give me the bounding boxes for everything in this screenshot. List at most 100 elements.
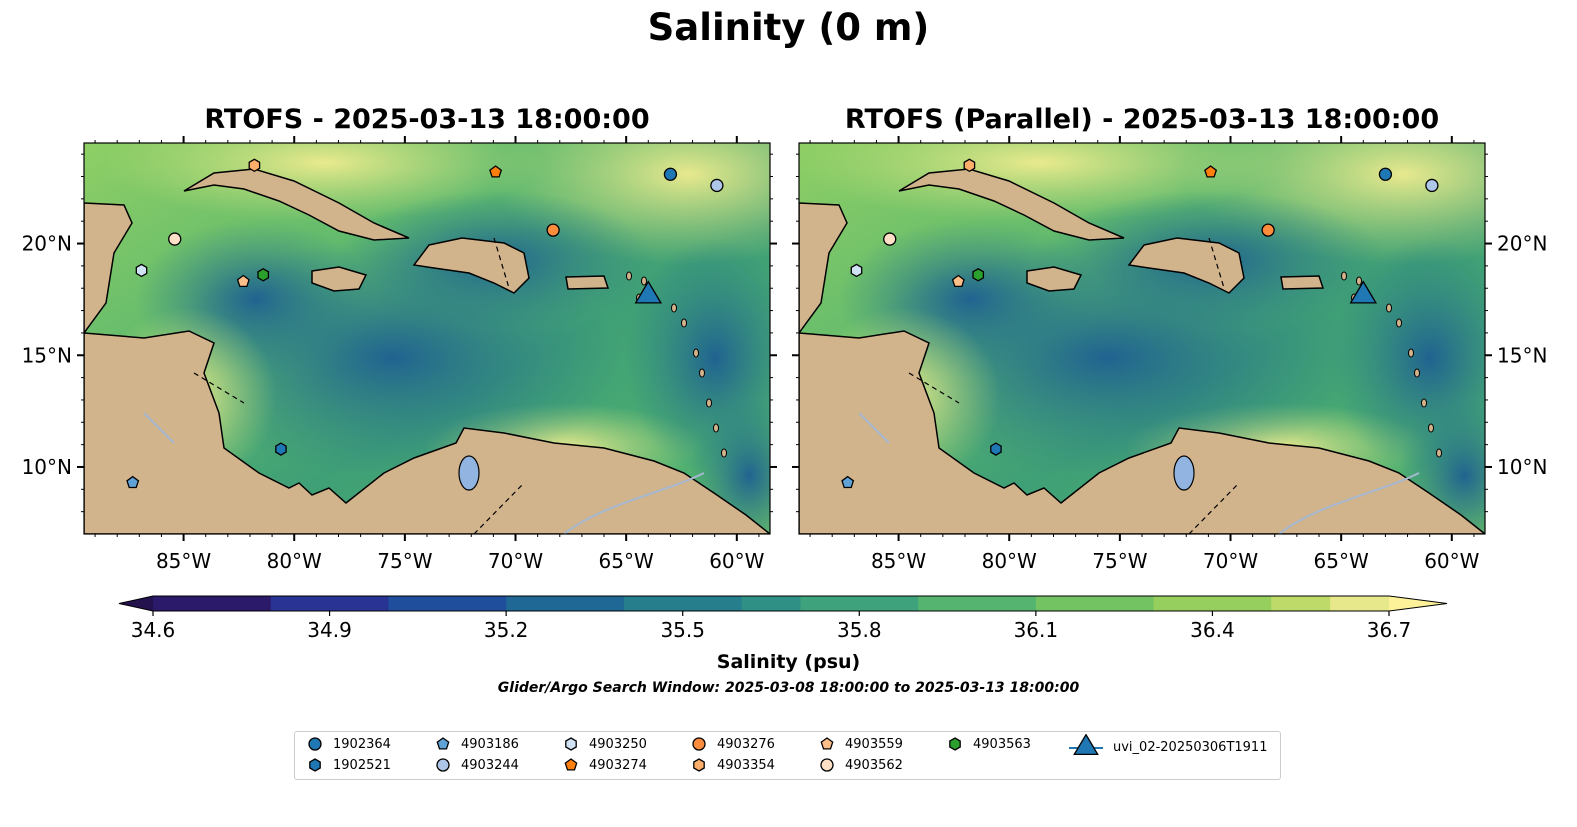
- platform-marker-4903186: [126, 475, 140, 489]
- land-shape: [799, 330, 1485, 534]
- land-shape: [412, 237, 530, 294]
- lat-tick-label: 15°N: [1497, 343, 1547, 367]
- lon-tick-label: 80°W: [982, 549, 1037, 573]
- legend-label: 1902521: [333, 757, 391, 773]
- colorbar: 34.6 34.9 35.2 35.5 35.8 36.1 36.4 36.7: [118, 595, 1448, 642]
- legend-marker-icon: [436, 737, 450, 750]
- land-shape: [311, 266, 368, 292]
- map-panel-right: 85°W 80°W 75°W 70°W 65°W 60°W 20°N 15°N 10°N: [792, 136, 1547, 573]
- land-shape: [1280, 275, 1325, 290]
- lon-tick-label: 85°W: [156, 549, 211, 573]
- land-shape: [84, 330, 770, 534]
- platform-marker-1902521: [275, 442, 287, 456]
- platform-marker-4903354: [248, 158, 261, 173]
- legend-item: 1902364: [307, 736, 391, 752]
- legend-marker-icon: [949, 737, 961, 751]
- platform-marker-4903563: [972, 268, 985, 282]
- legend-item: 4903562: [819, 757, 903, 773]
- land-shape: [84, 202, 133, 335]
- platform-marker-4903562: [883, 232, 897, 246]
- legend: 1902364 1902521 4903186 4903244 4903250 49032…: [294, 731, 1281, 780]
- colorbar-tick-label: 36.1: [1014, 618, 1059, 642]
- legend-item: 4903244: [435, 757, 519, 773]
- legend-marker-icon: [692, 737, 706, 751]
- land-shape: [1127, 237, 1245, 294]
- panel-title-left: RTOFS - 2025-03-13 18:00:00: [204, 104, 650, 135]
- legend-marker-icon: [1073, 734, 1099, 756]
- legend-label: 1902364: [333, 736, 391, 752]
- legend-label: 4903559: [845, 736, 903, 752]
- legend-marker-icon: [820, 737, 834, 750]
- land-shape: [799, 202, 848, 335]
- figure-title: Salinity (0 m): [647, 6, 930, 49]
- platform-marker-4903274: [1204, 165, 1218, 178]
- platform-marker-1902521: [990, 442, 1002, 456]
- platform-marker-4903559: [236, 274, 250, 288]
- land-shape: [1026, 266, 1083, 292]
- search-window-note: Glider/Argo Search Window: 2025-03-08 18…: [497, 680, 1080, 696]
- land-shape: [565, 275, 610, 290]
- lon-tick-label: 60°W: [1424, 549, 1479, 573]
- platform-marker-4903559: [951, 274, 965, 288]
- legend-label: 4903186: [461, 736, 519, 752]
- legend-item: 4903559: [819, 736, 903, 752]
- platform-marker-1902364: [663, 167, 678, 181]
- lon-tick-label: 85°W: [871, 549, 926, 573]
- colorbar-label: Salinity (psu): [716, 651, 861, 673]
- platform-marker-4903563: [257, 268, 270, 282]
- legend-item: 4903276: [691, 736, 775, 752]
- lon-tick-label: 75°W: [377, 549, 432, 573]
- legend-label: 4903354: [717, 757, 775, 773]
- land-shape: [898, 168, 1125, 241]
- panel-title-right: RTOFS (Parallel) - 2025-03-13 18:00:00: [844, 104, 1440, 135]
- legend-marker-icon: [565, 737, 577, 751]
- colorbar-tick-label: 35.8: [837, 618, 882, 642]
- platform-marker-4903250: [135, 263, 148, 278]
- legend-marker-icon: [820, 758, 834, 772]
- lon-tick-label: 60°W: [709, 549, 764, 573]
- lat-tick-label: 15°N: [22, 343, 72, 367]
- colorbar-tick-label: 35.2: [484, 618, 529, 642]
- colorbar-tick-label: 35.5: [660, 618, 705, 642]
- lon-tick-label: 65°W: [599, 549, 654, 573]
- platform-marker-4903562: [168, 232, 182, 246]
- map-panel-left: 85°W 80°W 75°W 70°W 65°W 60°W 20°N 15°N 10°N: [22, 136, 777, 573]
- colorbar-tick-label: 36.4: [1190, 618, 1235, 642]
- legend-marker-icon: [309, 758, 321, 772]
- lat-tick-label: 10°N: [1497, 455, 1547, 479]
- legend-item: 4903563: [947, 736, 1031, 752]
- platform-marker-4903244: [1425, 178, 1439, 193]
- platform-marker-4903244: [710, 178, 724, 193]
- legend-label: 4903244: [461, 757, 519, 773]
- platform-marker-4903276: [546, 223, 560, 237]
- legend-marker-icon: [436, 758, 450, 772]
- legend-item: 1902521: [307, 757, 391, 773]
- lon-tick-label: 65°W: [1314, 549, 1369, 573]
- platform-marker-4903274: [489, 165, 503, 178]
- legend-item: 4903186: [435, 736, 519, 752]
- lat-tick-label: 20°N: [22, 232, 72, 256]
- lon-tick-label: 70°W: [1203, 549, 1258, 573]
- lon-tick-label: 80°W: [267, 549, 322, 573]
- legend-label: 4903562: [845, 757, 903, 773]
- legend-label: 4903563: [973, 736, 1031, 752]
- legend-item: 4903354: [691, 757, 775, 773]
- lon-tick-label: 70°W: [488, 549, 543, 573]
- platform-marker-4903186: [841, 475, 855, 489]
- legend-label: 4903276: [717, 736, 775, 752]
- platform-marker-uvi_02-20250306T1911: [1349, 280, 1378, 304]
- land-shape: [183, 168, 410, 241]
- lat-tick-label: 20°N: [1497, 232, 1547, 256]
- colorbar-tick-label: 34.9: [307, 618, 352, 642]
- platform-marker-4903250: [850, 263, 863, 278]
- platform-marker-4903354: [963, 158, 976, 173]
- platform-marker-1902364: [1378, 167, 1393, 181]
- platform-marker-uvi_02-20250306T1911: [634, 280, 663, 304]
- colorbar-tick-label: 34.6: [131, 618, 176, 642]
- legend-label: uvi_02-20250306T1911: [1113, 739, 1268, 755]
- legend-item: 4903250: [563, 736, 647, 752]
- platform-marker-4903276: [1261, 223, 1275, 237]
- legend-label: 4903274: [589, 757, 647, 773]
- legend-label: 4903250: [589, 736, 647, 752]
